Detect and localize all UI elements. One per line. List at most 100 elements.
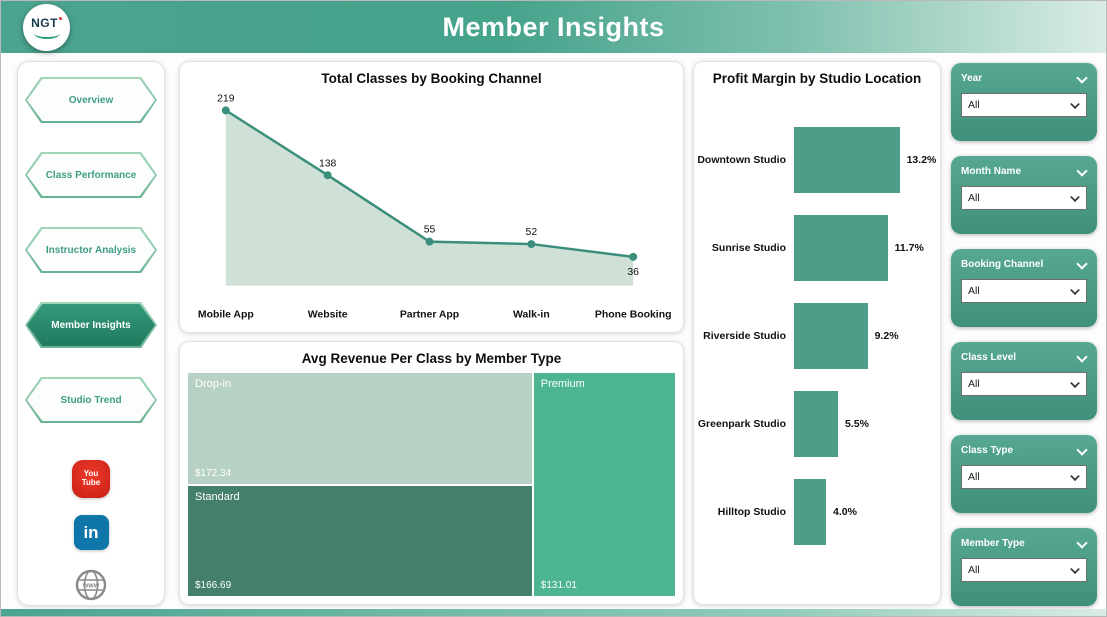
nav-items: Overview Class Performance Instructor Anal…: [25, 77, 157, 452]
revenue-treemap-chart: Avg Revenue Per Class by Member Type Dro…: [179, 341, 684, 605]
linkedin-icon[interactable]: in: [73, 515, 109, 550]
bar-row: Downtown Studio 13.2%: [694, 116, 940, 204]
bar-value-label: 4.0%: [833, 506, 857, 518]
data-point[interactable]: [527, 240, 536, 249]
header: Member Insights: [1, 1, 1106, 53]
chevron-down-icon[interactable]: [1077, 167, 1087, 177]
bar-category-label: Greenpark Studio: [697, 418, 786, 430]
chevron-down-icon[interactable]: [1077, 260, 1087, 270]
chart-title: Total Classes by Booking Channel: [321, 71, 542, 86]
bar[interactable]: [794, 479, 826, 545]
filter-dropdown[interactable]: All: [961, 93, 1087, 117]
linkedin-text: in: [83, 522, 99, 542]
page-title: Member Insights: [442, 11, 665, 42]
data-point[interactable]: [629, 252, 638, 261]
sidebar-item-member-insights[interactable]: Member Insights: [25, 302, 157, 348]
booking-channel-chart: Total Classes by Booking Channel 219 138 5…: [179, 61, 684, 333]
chevron-down-icon[interactable]: [1077, 353, 1087, 363]
treemap-cell-name: Standard: [195, 490, 240, 503]
bar-category-label: Hilltop Studio: [717, 506, 786, 518]
bar[interactable]: [794, 215, 888, 281]
sidebar-item-instructor-analysis[interactable]: Instructor Analysis: [25, 227, 157, 273]
profit-margin-rows: Downtown Studio 13.2% Sunrise Studio 11.7% R…: [694, 116, 940, 556]
logo-text: NGT: [31, 16, 62, 29]
filter-label: Month Name: [961, 166, 1021, 177]
chevron-down-icon[interactable]: [1077, 74, 1087, 84]
youtube-text: Tube: [81, 478, 101, 487]
filter-label: Class Level: [961, 352, 1017, 363]
filter-value: All: [968, 99, 980, 111]
category-label: Mobile App: [198, 310, 254, 321]
sidebar-item-label: Class Performance: [27, 154, 155, 196]
left-nav-panel: Overview Class Performance Instructor Anal…: [17, 61, 165, 606]
chevron-down-icon[interactable]: [1077, 446, 1087, 456]
chevron-down-icon: [1071, 473, 1080, 482]
treemap-cell-dropin[interactable]: Drop-in $172.34: [188, 373, 532, 484]
bar-row: Sunrise Studio 11.7%: [694, 204, 940, 292]
filter-label: Member Type: [961, 538, 1025, 549]
bar-value-label: 11.7%: [894, 242, 924, 254]
filter-value: All: [968, 471, 980, 483]
globe-icon[interactable]: www: [73, 567, 109, 603]
chevron-down-icon: [1071, 380, 1080, 389]
filter-label: Year: [961, 73, 983, 84]
globe-www-text: www: [82, 583, 100, 590]
value-label: 55: [424, 225, 436, 236]
booking-channel-plot: 219 138 55 52 36 Mobile App Website Partner App…: [198, 93, 672, 321]
profit-margin-chart: Profit Margin by Studio Location Downtow…: [693, 61, 941, 605]
bar-value-label: 9.2%: [874, 330, 899, 342]
bar-category-label: Sunrise Studio: [711, 242, 786, 254]
filter-card-class-type: Class Type All: [951, 435, 1097, 513]
value-label: 52: [526, 227, 538, 238]
sidebar-item-class-performance[interactable]: Class Performance: [25, 152, 157, 198]
filter-dropdown[interactable]: All: [961, 186, 1087, 210]
chevron-down-icon: [1071, 194, 1080, 203]
filter-dropdown[interactable]: All: [961, 465, 1087, 489]
filter-dropdown[interactable]: All: [961, 558, 1087, 582]
treemap-cell-standard[interactable]: Standard $166.69: [188, 485, 532, 596]
filter-value: All: [968, 564, 980, 576]
bar[interactable]: [794, 391, 838, 457]
bar[interactable]: [794, 127, 900, 193]
chevron-down-icon: [1071, 566, 1080, 575]
data-point[interactable]: [221, 106, 230, 115]
filter-dropdown[interactable]: All: [961, 372, 1087, 396]
category-label: Walk-in: [513, 310, 550, 321]
category-label: Partner App: [400, 310, 459, 321]
filter-dropdown[interactable]: All: [961, 279, 1087, 303]
youtube-icon[interactable]: You Tube: [72, 460, 110, 498]
bar-value-label: 13.2%: [906, 154, 937, 166]
footer-accent-strip: [1, 609, 1106, 616]
treemap-cell-premium[interactable]: Premium $131.01: [533, 373, 675, 596]
company-logo: NGT: [23, 4, 70, 51]
treemap-cell-value: $131.01: [540, 580, 577, 591]
chevron-down-icon[interactable]: [1077, 539, 1087, 549]
filter-card-member-type: Member Type All: [951, 528, 1097, 606]
treemap-cell-value: $172.34: [195, 467, 232, 479]
sidebar-item-label: Studio Trend: [27, 379, 155, 421]
chart-title: Avg Revenue Per Class by Member Type: [301, 351, 562, 366]
chevron-down-icon: [1071, 287, 1080, 296]
chart-title: Profit Margin by Studio Location: [712, 71, 922, 86]
social-icons: You Tube in www: [72, 460, 110, 603]
treemap-cell-name: Premium: [540, 378, 585, 390]
data-point[interactable]: [425, 237, 434, 246]
chevron-down-icon: [1071, 101, 1080, 110]
sidebar-item-studio-trend[interactable]: Studio Trend: [25, 377, 157, 423]
bar-row: Greenpark Studio 5.5%: [694, 380, 940, 468]
value-label: 138: [319, 158, 337, 169]
logo-dot: [58, 16, 62, 20]
treemap-cell-value: $166.69: [195, 580, 232, 591]
area-fill: [225, 110, 634, 286]
filter-card-year: Year All: [951, 63, 1097, 141]
bar[interactable]: [794, 303, 868, 369]
filter-value: All: [968, 192, 980, 204]
sidebar-item-overview[interactable]: Overview: [25, 77, 157, 123]
bar-category-label: Downtown Studio: [697, 154, 786, 166]
filter-label: Booking Channel: [961, 259, 1044, 270]
sidebar-item-label: Member Insights: [27, 304, 155, 346]
filter-value: All: [968, 285, 980, 297]
filter-label: Class Type: [961, 445, 1014, 456]
data-point[interactable]: [323, 171, 332, 180]
